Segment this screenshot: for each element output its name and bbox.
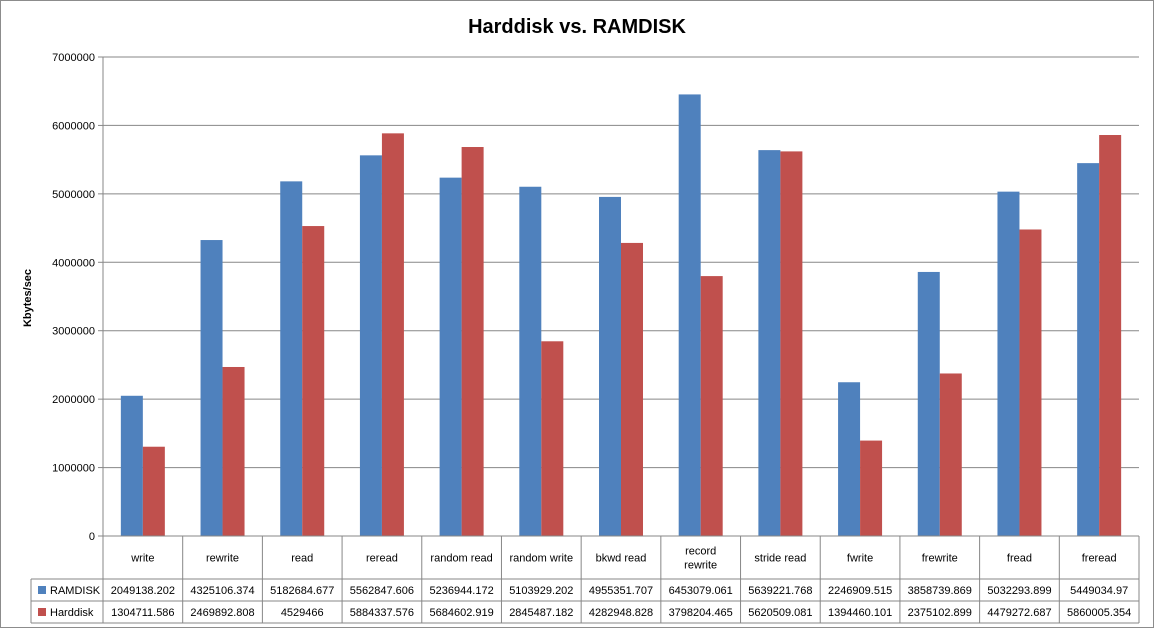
data-label-ramdisk-random-write: 5103929.202 [509,585,573,597]
bar-harddisk-fwrite [860,440,883,536]
data-label-ramdisk-bkwd-read: 4955351.707 [589,585,653,597]
y-tick-label: 6000000 [52,120,95,132]
data-label-ramdisk-write: 2049138.202 [111,585,175,597]
category-label-frewrite: frewrite [922,553,958,565]
data-label-harddisk-freread: 5860005.354 [1067,607,1131,619]
data-label-ramdisk-fwrite: 2246909.515 [828,585,892,597]
bar-harddisk-random-read [461,147,484,536]
category-label-stride-read: stride read [754,553,806,565]
data-label-harddisk-rewrite: 2469892.808 [190,607,254,619]
bar-harddisk-bkwd-read [621,242,643,536]
bars [120,94,1122,537]
y-tick-label: 2000000 [52,394,95,406]
bar-ramdisk-record-rewrite [678,94,701,536]
data-label-ramdisk-fread: 5032293.899 [987,585,1051,597]
bar-harddisk-stride-read [780,151,803,536]
category-label-reread: reread [366,553,398,565]
bar-ramdisk-fread [997,191,1020,536]
bar-ramdisk-freread [1077,163,1100,537]
legend-label-ramdisk: RAMDISK [50,585,101,597]
data-label-ramdisk-rewrite: 4325106.374 [190,585,254,597]
data-label-harddisk-fwrite: 1394460.101 [828,607,892,619]
bar-ramdisk-reread [359,155,382,536]
bar-ramdisk-random-read [439,177,462,537]
y-tick-label: 5000000 [52,189,95,201]
y-tick-label: 0 [89,531,95,543]
bar-ramdisk-bkwd-read [599,196,621,537]
data-table: write rewrite read reread random read random … [30,535,1140,624]
data-label-harddisk-stride-read: 5620509.081 [748,607,812,619]
bar-harddisk-rewrite [222,366,245,536]
bar-ramdisk-read [280,181,303,536]
data-label-harddisk-fread: 4479272.687 [987,607,1051,619]
category-label-bkwd-read: bkwd read [596,553,647,565]
bar-harddisk-fread [1019,229,1042,537]
bar-ramdisk-fwrite [838,382,861,536]
data-label-ramdisk-freread: 5449034.97 [1070,585,1128,597]
bar-ramdisk-stride-read [758,150,781,537]
bar-harddisk-read [302,226,325,536]
category-label-read: read [291,553,313,565]
data-label-harddisk-read: 4529466 [281,607,324,619]
data-label-ramdisk-reread: 5562847.606 [350,585,414,597]
axes: 0 1000000 2000000 3000000 4000000 5000000 6000… [52,52,104,543]
y-tick-label: 4000000 [52,257,95,269]
category-label-random-read: random read [430,553,492,565]
bar-harddisk-reread [381,133,404,536]
data-label-ramdisk-read: 5182684.677 [270,585,334,597]
bar-harddisk-frewrite [939,373,962,536]
data-label-harddisk-write: 1304711.586 [111,607,174,619]
bar-harddisk-write [142,446,165,536]
category-label-fwrite: fwrite [847,553,873,565]
bar-ramdisk-frewrite [917,271,940,536]
y-tick-label: 3000000 [52,326,95,338]
legend-label-harddisk: Harddisk [50,607,94,619]
data-label-ramdisk-frewrite: 3858739.869 [908,585,972,597]
data-label-harddisk-record-rewrite: 3798204.465 [669,607,733,619]
category-label-freread: freread [1082,553,1117,565]
bar-ramdisk-random-write [519,186,542,536]
data-label-ramdisk-random-read: 5236944.172 [429,585,493,597]
bar-harddisk-random-write [541,341,564,536]
y-axis-label: Kbytes/sec [22,269,34,327]
chart-title: Harddisk vs. RAMDISK [468,16,686,38]
category-label-random-write: random write [510,553,574,565]
legend-key-harddisk [38,608,46,616]
category-label-record-rewrite: record rewrite [684,546,717,572]
data-label-harddisk-bkwd-read: 4282948.828 [589,607,653,619]
category-label-write: write [130,553,154,565]
data-label-harddisk-random-read: 5684602.919 [429,607,493,619]
y-tick-label: 7000000 [52,52,95,64]
bar-ramdisk-rewrite [200,240,223,536]
data-label-harddisk-reread: 5884337.576 [350,607,414,619]
bar-harddisk-record-rewrite [700,276,723,536]
data-label-ramdisk-stride-read: 5639221.768 [748,585,812,597]
category-label-rewrite: rewrite [206,553,239,565]
data-label-harddisk-frewrite: 2375102.899 [908,607,972,619]
y-tick-label: 1000000 [52,463,95,475]
bar-ramdisk-write [120,395,143,536]
legend-key-ramdisk [38,586,46,594]
data-label-harddisk-random-write: 2845487.182 [509,607,573,619]
category-label-fread: fread [1007,553,1032,565]
bar-harddisk-freread [1099,135,1122,536]
data-label-ramdisk-record-rewrite: 6453079.061 [669,585,733,597]
